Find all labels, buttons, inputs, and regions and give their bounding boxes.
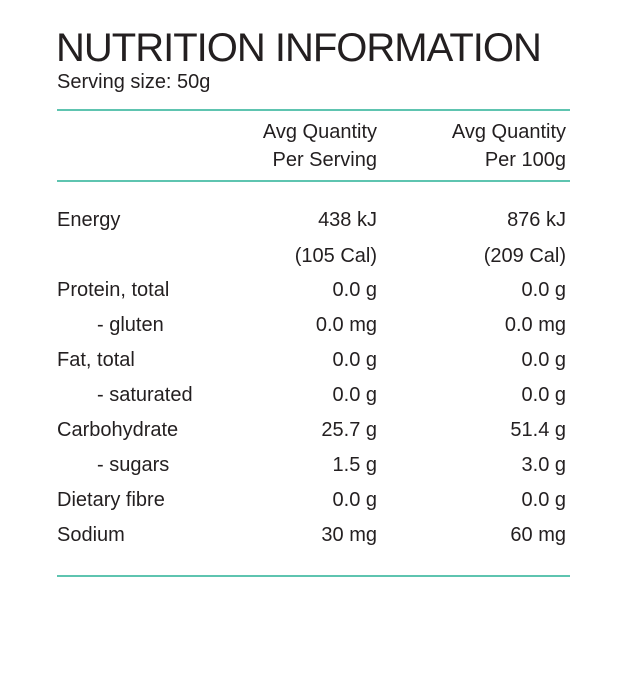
cell: 0.0 mg [504, 314, 566, 336]
cell: 25.7 g [321, 419, 377, 441]
serving-size: Serving size: 50g [57, 71, 211, 93]
cell: 1.5 g [332, 454, 377, 476]
row-label: Sodium [57, 524, 125, 546]
cell: 0.0 g [332, 384, 377, 406]
cell: 3.0 g [521, 454, 566, 476]
cell: 30 mg [321, 524, 377, 546]
divider [57, 180, 570, 182]
row-label: Energy [57, 209, 121, 231]
divider [57, 109, 570, 111]
cell: 438 kJ [318, 209, 377, 231]
row-label: Dietary fibre [57, 489, 165, 511]
cell: 0.0 mg [315, 314, 377, 336]
row-label: Carbohydrate [57, 419, 179, 441]
cell: 51.4 g [510, 419, 566, 441]
row-label: Fat, total [57, 349, 135, 371]
cell: 0.0 g [521, 384, 566, 406]
cell: 876 kJ [507, 209, 566, 231]
cell: (209 Cal) [483, 245, 566, 267]
cell: 60 mg [510, 524, 566, 546]
row-label: - gluten [97, 314, 164, 336]
cell: 0.0 g [332, 279, 377, 301]
divider [57, 575, 570, 577]
cell: 0.0 g [521, 279, 566, 301]
row-label: Protein, total [57, 279, 170, 301]
cell: 0.0 g [521, 489, 566, 511]
cell: (105 Cal) [294, 245, 377, 267]
row-label: - saturated [97, 384, 193, 406]
cell: 0.0 g [521, 349, 566, 371]
title: NUTRITION INFORMATION [56, 26, 542, 70]
column-header: Avg Quantity [451, 121, 566, 143]
column-header: Avg Quantity [262, 121, 377, 143]
column-header: Per Serving [272, 149, 378, 171]
cell: 0.0 g [332, 489, 377, 511]
cell: 0.0 g [332, 349, 377, 371]
row-label: - sugars [97, 454, 170, 476]
column-header: Per 100g [484, 149, 566, 171]
